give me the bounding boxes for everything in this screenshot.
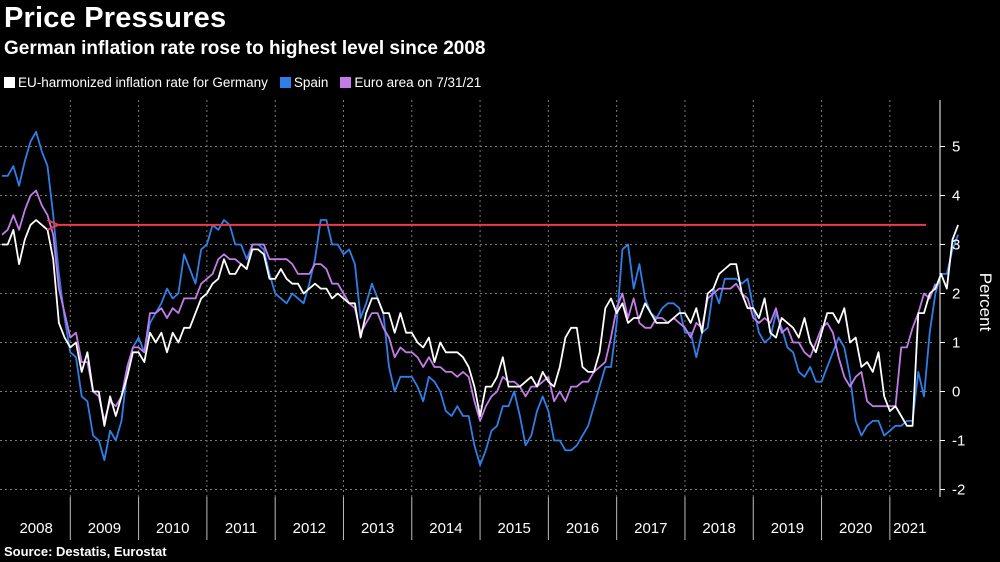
x-tick-label: 2018	[702, 520, 735, 537]
legend-label-euro: Euro area on 7/31/21	[354, 75, 482, 90]
legend-swatch-euro	[340, 77, 352, 88]
x-tick-label: 2017	[634, 520, 667, 537]
x-tick-label: 2020	[839, 520, 872, 537]
series-line-germany	[2, 219, 959, 427]
x-tick-label: 2014	[429, 520, 462, 537]
x-tick-label: 2016	[566, 520, 599, 537]
x-tick-label: 2011	[225, 520, 257, 537]
legend-swatch-spain	[279, 77, 291, 88]
x-tick-label: 2008	[19, 520, 52, 537]
y-tick-label: 2	[952, 286, 960, 303]
legend-label-germany: EU-harmonized inflation rate for Germany	[18, 75, 268, 90]
x-tick-label: 2019	[771, 520, 804, 537]
x-tick-label: 2012	[293, 520, 326, 537]
source-note: Source: Destatis, Eurostat	[4, 544, 167, 559]
y-tick-label: 3	[952, 237, 960, 254]
legend-label-spain: Spain	[293, 75, 329, 90]
legend-item-germany: EU-harmonized inflation rate for Germany	[4, 75, 268, 90]
x-tick-label: 2013	[361, 520, 394, 537]
y-tick-label: -1	[952, 433, 965, 450]
legend-swatch-germany	[4, 77, 15, 88]
series-line-spain	[2, 130, 959, 466]
y-tick-label: 5	[952, 139, 960, 156]
x-tick-label: 2009	[88, 520, 121, 537]
x-tick-label: 2021	[893, 520, 926, 537]
x-tick-label: 2010	[156, 520, 189, 537]
y-tick-label: 4	[952, 188, 960, 205]
y-tick-label: 0	[952, 384, 960, 401]
chart-subtitle: German inflation rate rose to highest le…	[4, 38, 486, 59]
chart-title: Price Pressures	[4, 2, 227, 34]
y-tick-label: -2	[952, 482, 965, 499]
x-tick-label: 2015	[498, 520, 531, 537]
y-axis-label: Percent	[976, 273, 995, 332]
legend-item-euro: Euro area on 7/31/21	[340, 75, 481, 90]
y-tick-label: 1	[952, 335, 960, 352]
legend-item-spain: Spain	[279, 75, 329, 90]
legend: EU-harmonized inflation rate for Germany…	[4, 75, 481, 90]
